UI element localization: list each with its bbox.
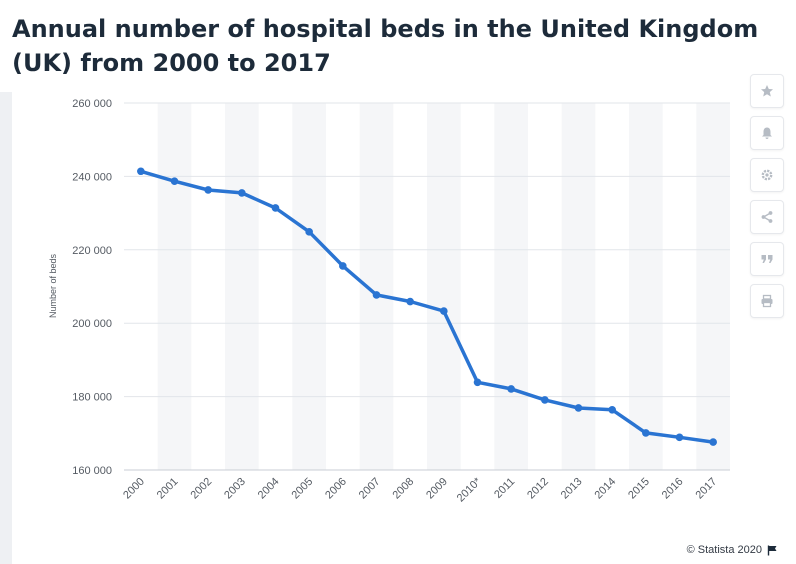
data-point[interactable] (574, 404, 583, 412)
data-point[interactable] (339, 262, 347, 270)
share-icon (761, 211, 773, 223)
x-tick-label: 2003 (222, 476, 248, 502)
x-tick-label: 2002 (188, 476, 214, 502)
y-tick-label: 240 000 (72, 171, 112, 183)
data-point[interactable] (372, 291, 381, 299)
data-point[interactable] (137, 167, 145, 176)
star-icon (761, 85, 773, 97)
data-point[interactable] (170, 177, 179, 185)
data-point[interactable] (642, 429, 650, 437)
x-tick-label: 2012 (525, 476, 551, 502)
x-tick-label: 2000 (121, 476, 147, 502)
data-point[interactable] (709, 438, 717, 446)
quote-icon (761, 255, 773, 263)
data-point[interactable] (473, 378, 482, 387)
plot-band (629, 103, 663, 470)
x-tick-label: 2007 (357, 476, 383, 502)
data-point[interactable] (440, 307, 448, 315)
plot-band (696, 103, 730, 470)
x-tick-label: 2005 (289, 476, 315, 502)
source-credit: © Statista 2020 (687, 544, 778, 556)
favorite-button[interactable] (750, 74, 784, 108)
data-point[interactable] (675, 433, 684, 442)
x-tick-label: 2006 (323, 476, 349, 502)
x-tick-label: 2013 (559, 476, 585, 502)
x-tick-label: 2010* (455, 475, 484, 504)
x-tick-label: 2016 (660, 476, 686, 502)
print-icon (761, 294, 773, 308)
x-tick-label: 2008 (390, 476, 416, 502)
cite-button[interactable] (750, 242, 784, 276)
page-edge (0, 92, 12, 564)
x-tick-label: 2001 (155, 476, 181, 502)
y-tick-label: 200 000 (72, 318, 112, 330)
x-tick-label: 2017 (693, 476, 719, 502)
notification-button[interactable] (750, 116, 784, 150)
data-point[interactable] (541, 396, 549, 404)
y-tick-label: 160 000 (72, 465, 112, 477)
share-button[interactable] (750, 200, 784, 234)
side-toolbar (750, 74, 784, 326)
y-axis-label: Number of beds (48, 253, 58, 318)
data-point[interactable] (204, 186, 212, 194)
credit-text[interactable]: © Statista 2020 (686, 544, 762, 556)
plot-band (157, 103, 192, 470)
x-tick-label: 2009 (424, 476, 450, 502)
x-tick-label: 2011 (492, 476, 517, 501)
page-title: Annual number of hospital beds in the Un… (12, 15, 759, 77)
data-point[interactable] (271, 204, 280, 212)
gear-icon (761, 169, 773, 181)
x-tick-label: 2015 (626, 476, 652, 502)
y-tick-label: 180 000 (72, 392, 112, 404)
print-button[interactable] (750, 284, 784, 318)
x-tick-label: 2014 (592, 476, 618, 502)
plot-band (225, 103, 259, 470)
bell-icon (762, 127, 772, 139)
title-area: Annual number of hospital beds in the Un… (0, 0, 796, 92)
flag-icon[interactable] (767, 545, 778, 556)
data-point[interactable] (507, 385, 515, 393)
plot-band (561, 103, 596, 470)
y-tick-label: 220 000 (72, 245, 112, 257)
data-point[interactable] (406, 297, 414, 306)
plot-band (292, 103, 326, 470)
data-point[interactable] (608, 406, 616, 414)
series-line (139, 169, 715, 444)
data-point[interactable] (305, 228, 313, 236)
y-tick-label: 260 000 (72, 98, 112, 110)
settings-button[interactable] (750, 158, 784, 192)
plot-band (494, 103, 528, 470)
plot-band (427, 103, 461, 470)
x-tick-label: 2004 (256, 476, 282, 502)
data-point[interactable] (238, 189, 246, 197)
